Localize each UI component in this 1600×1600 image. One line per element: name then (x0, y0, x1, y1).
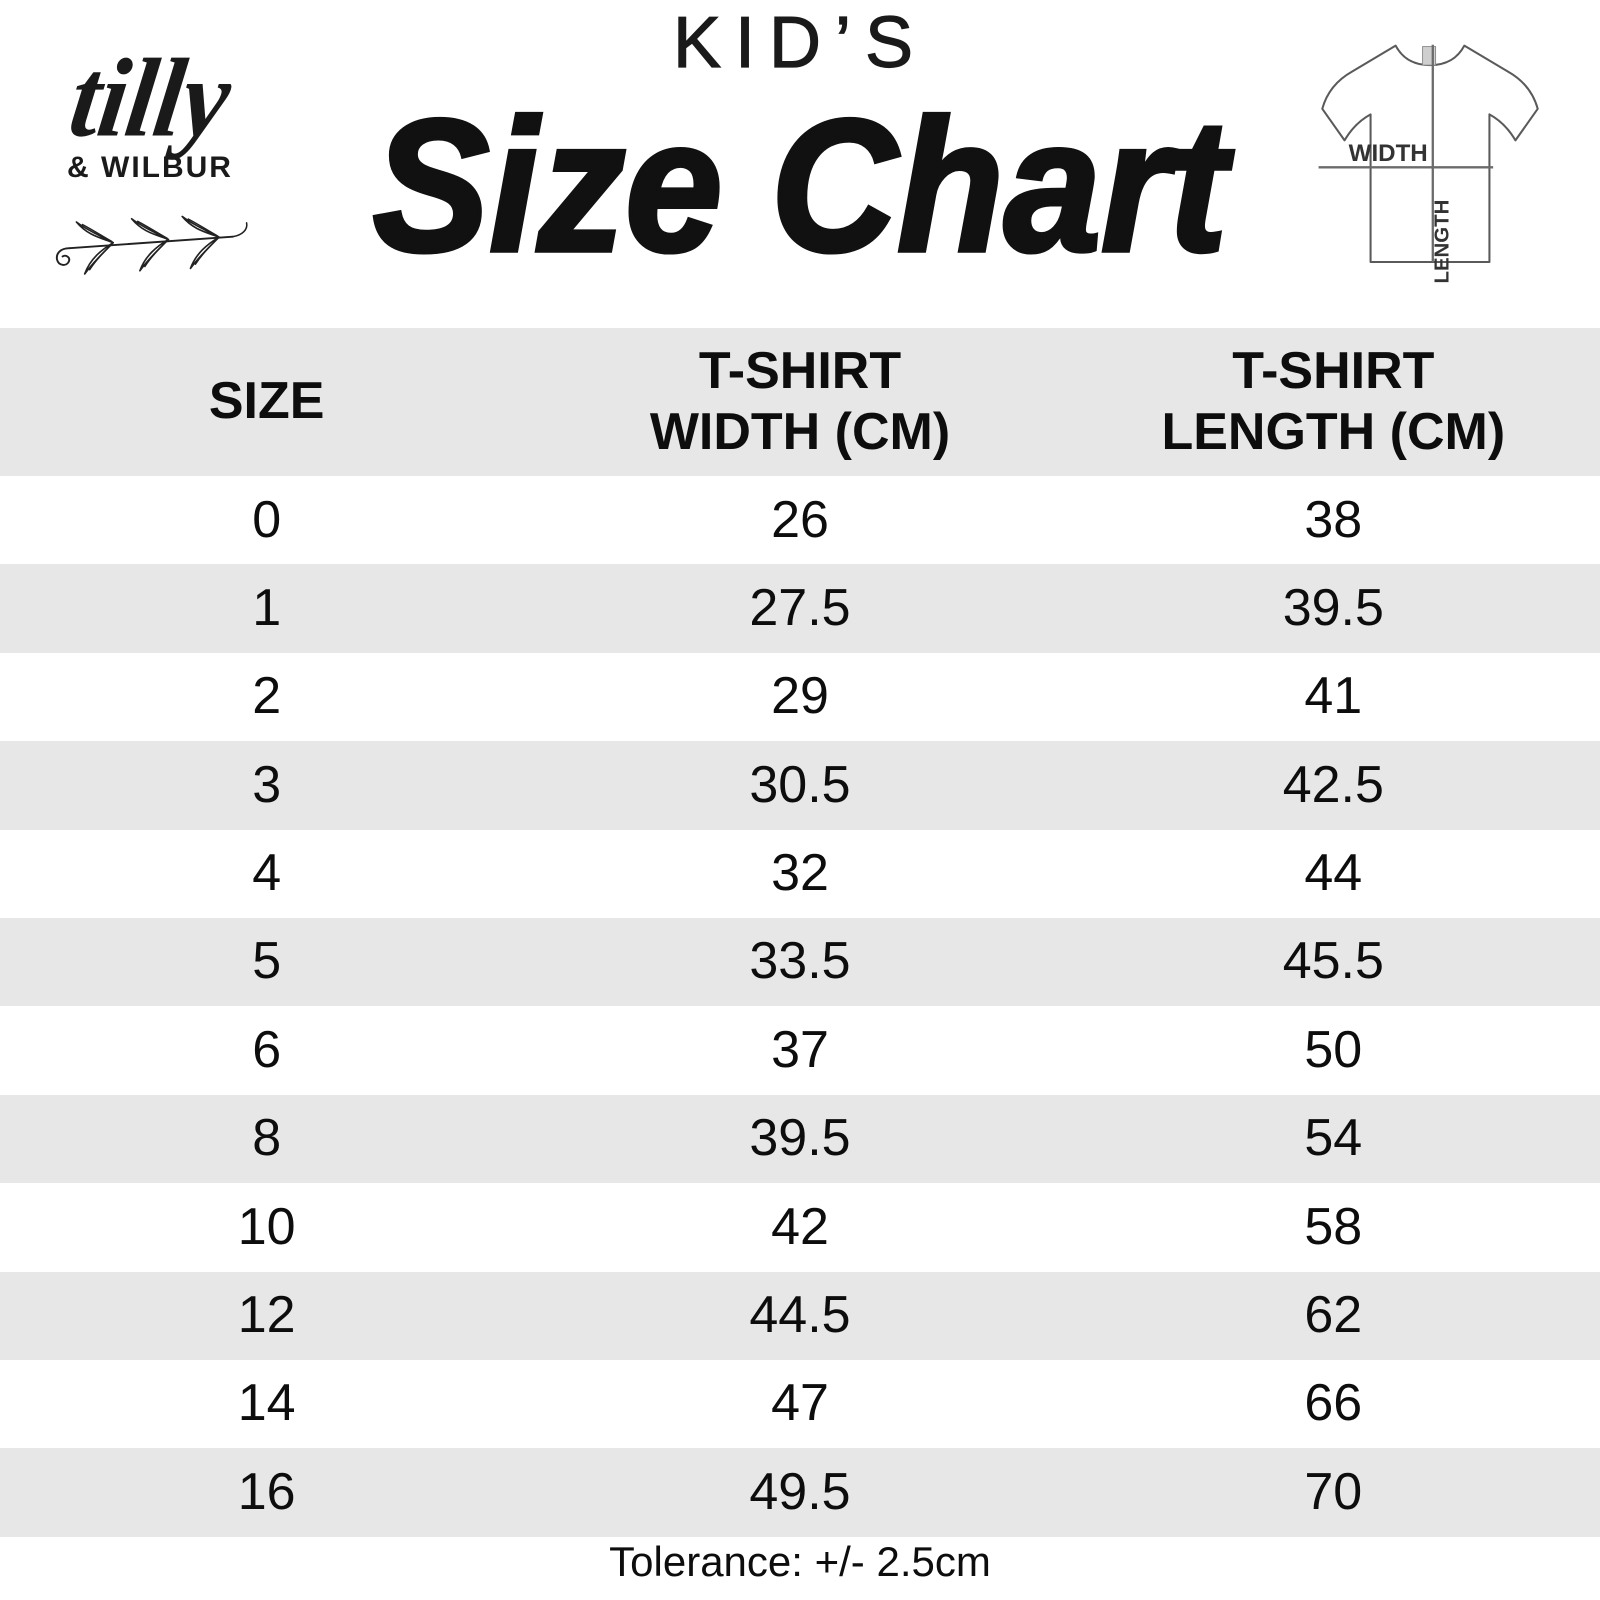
svg-text:WIDTH: WIDTH (1349, 140, 1428, 167)
svg-text:LENGTH: LENGTH (1432, 200, 1454, 284)
